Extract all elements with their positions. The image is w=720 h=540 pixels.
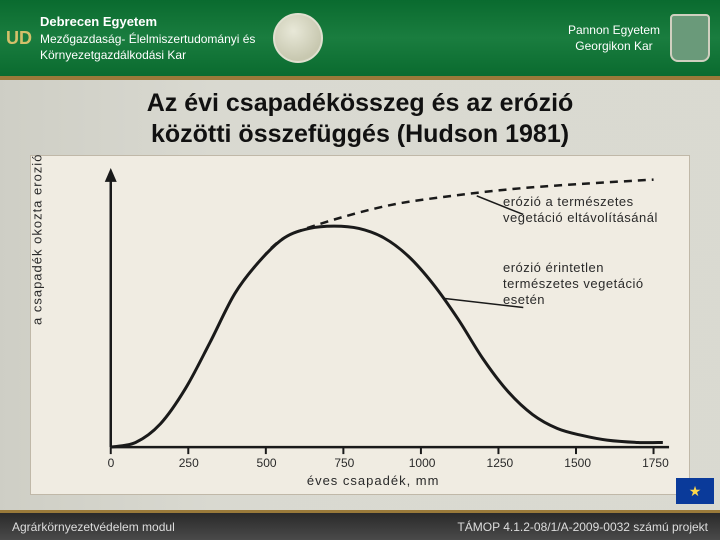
title-line-2: közötti összefüggés (Hudson 1981) — [151, 120, 569, 148]
curve-label-intact_vegetation: erózió érintetlentermészetes vegetációes… — [503, 260, 644, 309]
x-tick-label: 500 — [257, 456, 277, 470]
curve-label-removed_vegetation: erózió a természetesvegetáció eltávolítá… — [503, 194, 658, 227]
header-bar: UD Debrecen Egyetem Mezőgazdaság- Élelmi… — [0, 0, 720, 80]
x-tick-label: 1500 — [564, 456, 591, 470]
right-uni-name: Pannon Egyetem — [568, 22, 660, 38]
left-uni-name: Debrecen Egyetem — [40, 13, 255, 31]
x-tick-label: 1750 — [642, 456, 669, 470]
x-tick-label: 0 — [108, 456, 115, 470]
right-shield-icon — [670, 14, 710, 62]
x-axis-label: éves csapadék, mm — [307, 473, 440, 488]
x-tick-label: 1000 — [409, 456, 436, 470]
ud-logo: UD — [6, 8, 32, 68]
x-tick-label: 1250 — [487, 456, 514, 470]
left-faculty-line2: Környezetgazdálkodási Kar — [40, 47, 255, 63]
y-axis-label: a csapadék okozta erozió — [30, 153, 45, 324]
hudson-chart: a csapadék okozta erozió éves csapadék, … — [30, 155, 690, 495]
left-university-block: Debrecen Egyetem Mezőgazdaság- Élelmisze… — [40, 13, 255, 63]
title-line-1: Az évi csapadékösszeg és az erózió — [147, 89, 574, 117]
center-seal-icon — [273, 13, 323, 63]
footer-left: Agrárkörnyezetvédelem modul — [12, 520, 175, 534]
left-faculty-line1: Mezőgazdaság- Élelmiszertudományi és — [40, 31, 255, 47]
footer-right: TÁMOP 4.1.2-08/1/A-2009-0032 számú proje… — [457, 520, 708, 534]
right-faculty: Georgikon Kar — [568, 38, 660, 54]
footer-bar: Agrárkörnyezetvédelem modul TÁMOP 4.1.2-… — [0, 510, 720, 540]
x-tick-label: 750 — [334, 456, 354, 470]
eu-flag-icon: ★ — [676, 478, 714, 504]
slide-title: Az évi csapadékösszeg és az erózió közöt… — [40, 88, 680, 151]
x-tick-label: 250 — [179, 456, 199, 470]
right-university-block: Pannon Egyetem Georgikon Kar — [568, 22, 660, 54]
